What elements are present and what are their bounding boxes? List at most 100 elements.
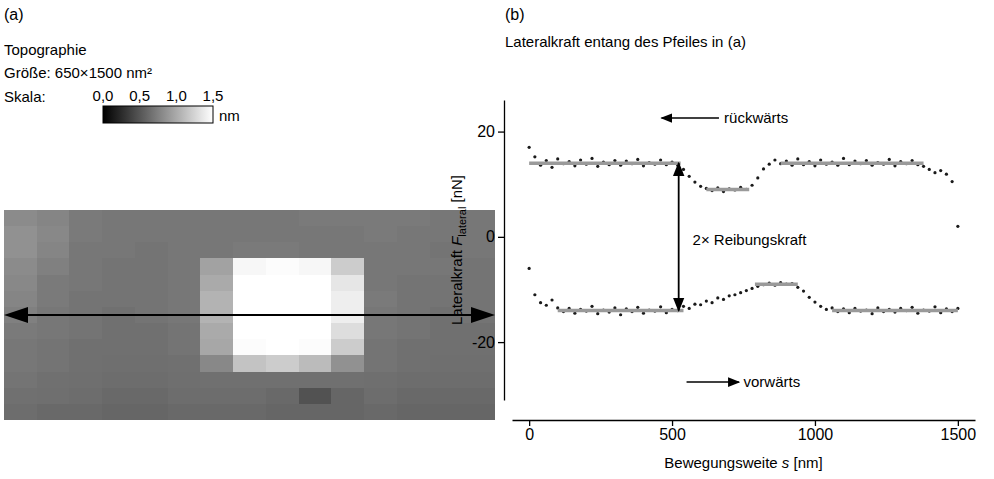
cell [397,242,430,259]
cell [397,226,430,243]
cell [135,242,168,259]
cell [4,355,37,372]
cell [331,242,364,259]
cell [168,404,201,420]
tick-label: 1000 [798,426,834,443]
cell [299,355,332,372]
cell [102,291,135,308]
cell [135,355,168,372]
data-point [762,167,765,170]
tick: 0 [486,228,504,245]
tick-mark [958,420,959,426]
cell [4,258,37,275]
y-axis: -20020 [472,101,505,401]
data-point [928,168,931,171]
data-point [945,173,948,176]
cell [4,339,37,356]
cell [430,388,463,405]
cell [102,323,135,340]
cell [4,275,37,292]
x-axis-title: Bewegungsweite s [nm] [664,454,822,471]
tick-label: 0 [486,228,495,245]
cell [462,258,495,275]
cell [233,242,266,259]
cell [168,258,201,275]
cell [462,388,495,405]
data-point [951,180,954,183]
scatter-series [528,267,960,317]
cell [331,339,364,356]
cell [200,242,233,259]
cell [364,210,397,227]
cell [200,388,233,405]
data-point [710,301,713,304]
data-point [533,155,536,158]
cell [299,323,332,340]
cell [266,242,299,259]
cell [331,388,364,405]
cell [37,275,70,292]
cell [69,355,102,372]
data-point [842,157,845,160]
cell [102,275,135,292]
x-axis-title-part: [nm] [789,454,822,471]
cell [135,226,168,243]
colorbar-tick-label: 1,0 [166,87,187,104]
cell [37,372,70,389]
cell [37,404,70,420]
cell [462,275,495,292]
cell [364,258,397,275]
cell [135,210,168,227]
cell [200,323,233,340]
cell [266,339,299,356]
data-point [722,298,725,301]
data-point [619,313,622,316]
cell [69,226,102,243]
colorbar-tick-label: 1,5 [203,87,224,104]
data-point [636,306,639,309]
data-point [933,171,936,174]
cell [233,226,266,243]
cell [462,291,495,308]
cell [69,275,102,292]
cell [364,339,397,356]
cell [135,275,168,292]
x-axis: 050010001500 [513,420,977,443]
data-point [819,158,822,161]
cell [37,291,70,308]
data-point [939,169,942,172]
tick: 1000 [798,420,834,443]
y-axis-title-part: lateral [456,207,468,237]
cell [168,291,201,308]
colorbar-tick-label: 0,5 [129,87,150,104]
cell [266,258,299,275]
cell [168,242,201,259]
cell [102,372,135,389]
tick-label: -20 [472,334,495,351]
cell [266,210,299,227]
annotations: rückwärtsvorwärts2× Reibungskraft [662,109,808,390]
y-axis-title-part: Lateralkraft [448,246,465,325]
cell [397,388,430,405]
cell [200,275,233,292]
cell [397,323,430,340]
cell [200,339,233,356]
data-point [819,305,822,308]
annotation: rückwärts [724,109,788,126]
cell [69,291,102,308]
cell [233,291,266,308]
heatmap-cells [4,210,495,420]
cell [4,388,37,405]
cell [364,291,397,308]
annotation: vorwärts [744,373,801,390]
cell [37,355,70,372]
cell [4,372,37,389]
cell [397,275,430,292]
data-point [933,305,936,308]
data-point [539,301,542,304]
cell [299,291,332,308]
cell [364,275,397,292]
data-point [528,267,531,270]
data-point [693,181,696,184]
annotation-double-arrow [678,163,680,310]
